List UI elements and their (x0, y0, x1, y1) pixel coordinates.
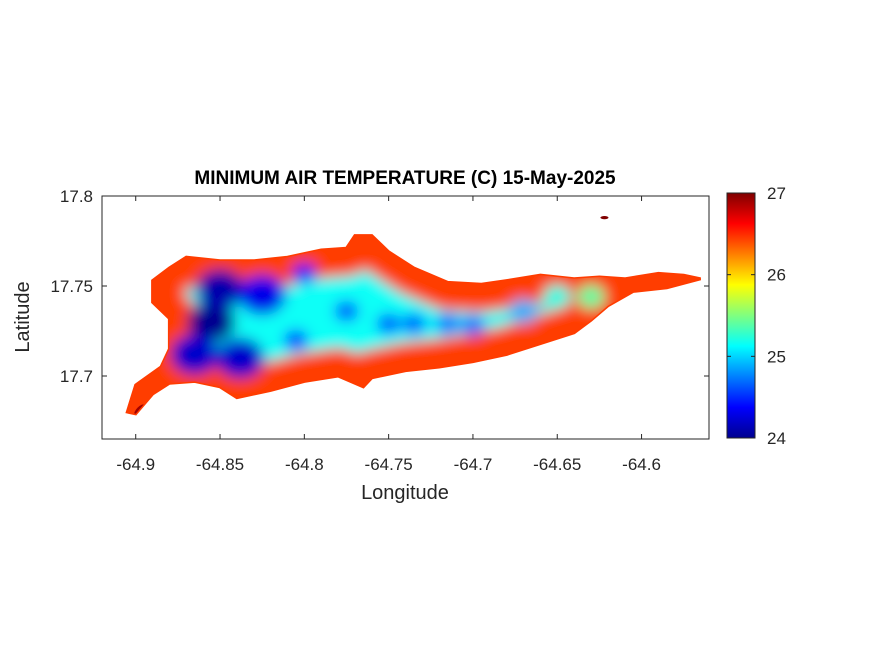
cold-spot-1 (196, 269, 244, 310)
cold-spot-12 (509, 299, 538, 324)
chart-title: MINIMUM AIR TEMPERATURE (C) 15-May-2025 (194, 168, 616, 189)
x-tick-label: -64.7 (454, 455, 493, 474)
x-tick-label: -64.8 (285, 455, 324, 474)
colorbar-tick-label: 27 (767, 184, 786, 203)
cold-spot-9 (401, 313, 426, 334)
axes-box (101, 195, 710, 440)
colorbar-tick-label: 24 (767, 429, 786, 448)
x-tick-label: -64.6 (622, 455, 661, 474)
colorbar-tick-label: 25 (767, 347, 786, 366)
cold-spot-3 (216, 337, 265, 379)
y-tick-label: 17.8 (60, 187, 93, 206)
x-axis: -64.9 -64.85 -64.8 -64.75 -64.7 -64.65 -64.6 (116, 196, 661, 474)
x-tick-label: -64.75 (365, 455, 413, 474)
islet-0 (600, 216, 609, 220)
cold-spot-11 (460, 315, 485, 336)
cold-spot-13 (543, 284, 572, 309)
x-axis-label: Longitude (361, 482, 449, 504)
cold-spot-4 (238, 274, 287, 316)
colorbar: 24 25 26 27 (726, 184, 786, 448)
cold-spot-8 (376, 313, 401, 334)
x-tick-label: -64.85 (196, 455, 244, 474)
colorbar-tick-label: 26 (767, 266, 786, 285)
cold-spot-2 (170, 334, 219, 375)
x-tick-label: -64.65 (533, 455, 581, 474)
y-axis: 17.7 17.75 17.8 (50, 187, 709, 386)
y-tick-label: 17.75 (50, 277, 93, 296)
y-tick-label: 17.7 (60, 367, 93, 386)
cold-spot-5 (292, 263, 317, 284)
cold-spot-6 (283, 329, 308, 351)
cold-spot-0 (187, 301, 236, 343)
colorbar-ticks: 24 25 26 27 (727, 184, 786, 448)
y-axis-label: Latitude (12, 281, 34, 352)
colorbar-scale (726, 192, 756, 439)
plot-area (125, 216, 701, 416)
temperature-field (125, 216, 701, 416)
cold-spot-14 (577, 284, 605, 309)
cold-spot-10 (435, 313, 460, 334)
x-tick-label: -64.9 (116, 455, 155, 474)
cold-spot-7 (334, 301, 359, 322)
